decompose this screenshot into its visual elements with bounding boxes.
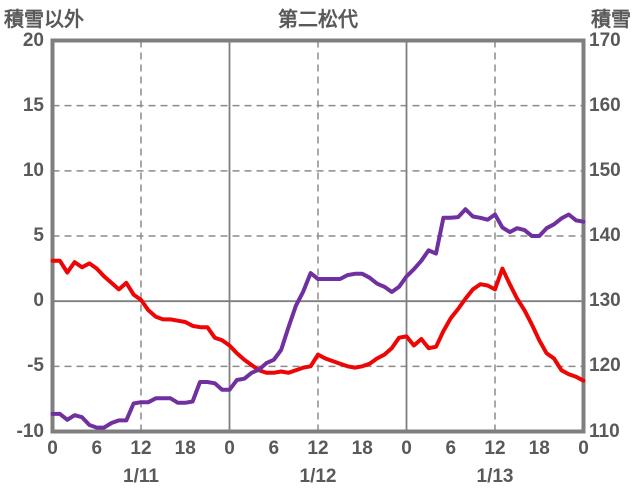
right-tick-label: 130 <box>589 290 621 312</box>
x-tick-label: 18 <box>351 438 373 459</box>
right-tick-label: 170 <box>589 29 621 51</box>
plot-border <box>50 38 586 434</box>
right-tick-label: 140 <box>589 225 621 246</box>
x-tick-label: 6 <box>91 438 103 459</box>
right-tick-label: 160 <box>589 94 621 116</box>
x-tick-label: 12 <box>484 438 506 459</box>
left-tick-label: 20 <box>22 29 44 51</box>
left-tick-label: 5 <box>33 225 44 246</box>
left-axis-title: 積雪以外 <box>4 9 84 31</box>
x-tick-label: 18 <box>174 438 196 459</box>
left-tick-label: 0 <box>33 290 44 312</box>
left-tick-label: -5 <box>27 355 44 377</box>
x-tick-label: 0 <box>578 438 589 459</box>
right-tick-label: 150 <box>589 159 621 181</box>
series-line-non-snow <box>50 258 586 383</box>
right-tick-label: 110 <box>589 420 620 442</box>
date-label: 1/12 <box>299 466 337 487</box>
x-tick-label: 0 <box>224 438 235 459</box>
date-label: 1/13 <box>476 466 514 487</box>
series-line-snow <box>50 207 586 430</box>
date-label: 1/11 <box>123 466 159 487</box>
x-tick-label: 6 <box>268 438 280 459</box>
x-tick-label: 6 <box>445 438 457 459</box>
x-tick-label: 12 <box>130 438 152 459</box>
left-tick-label: 10 <box>22 159 44 181</box>
x-tick-label: 18 <box>528 438 550 459</box>
x-tick-label: 0 <box>401 438 412 459</box>
chart-title: 第二松代 <box>278 9 358 31</box>
left-tick-label: 15 <box>22 94 44 116</box>
x-tick-label: 0 <box>47 438 58 459</box>
right-axis-title: 積雪 <box>591 9 631 31</box>
right-tick-label: 120 <box>589 355 621 377</box>
x-tick-label: 12 <box>307 438 329 459</box>
left-tick-label: -10 <box>16 420 44 442</box>
